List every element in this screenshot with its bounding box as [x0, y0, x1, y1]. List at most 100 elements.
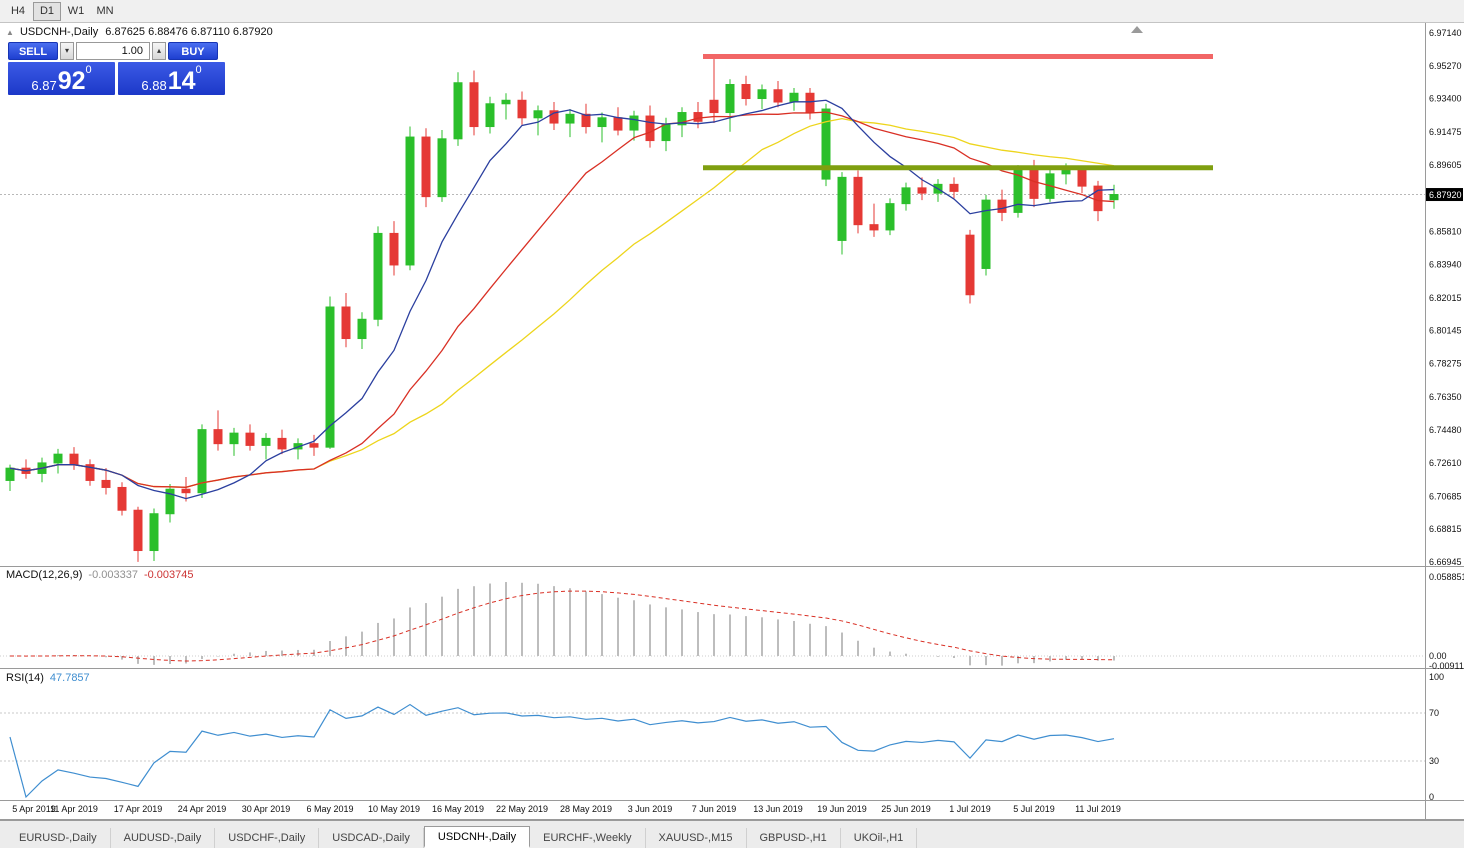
candle-body: [965, 234, 975, 296]
price-axis-label: 6.83940: [1429, 259, 1462, 269]
candle-body: [469, 82, 479, 128]
tab-eurchf-weekly[interactable]: EURCHF-,Weekly: [530, 828, 646, 848]
candle-body: [533, 110, 543, 119]
sell-price-fraction: 0: [85, 64, 92, 76]
candle-body: [645, 115, 655, 142]
candle-body: [869, 224, 879, 231]
chart-ohlc-values: 6.87625 6.88476 6.87110 6.87920: [105, 26, 273, 38]
candle-body: [1029, 169, 1039, 199]
price-axis-label: 6.95270: [1429, 61, 1462, 71]
candle-body: [5, 467, 15, 481]
date-axis-label: 28 May 2019: [560, 804, 612, 814]
candle-body: [613, 117, 623, 131]
macd-axis-label: 0.058851: [1429, 572, 1464, 582]
candle-body: [85, 464, 95, 481]
moving-average-line: [9, 99, 1115, 500]
period-button-h4[interactable]: H4: [10, 4, 26, 17]
one-click-trading-panel: SELL ▾ 1.00 ▴ BUY 6.87 92 0 6.88 14 0: [8, 42, 228, 95]
rsi-axis-label: 0: [1429, 792, 1434, 802]
timeframe-toolbar: H4 D1 W1 MN: [0, 0, 1464, 23]
tab-usdcnh-daily[interactable]: USDCNH-,Daily: [423, 826, 531, 848]
rsi-axis-label: 70: [1429, 708, 1439, 718]
buy-button[interactable]: BUY: [168, 42, 218, 60]
volume-up-button[interactable]: ▴: [152, 42, 166, 60]
macd-signal-value: -0.003745: [143, 569, 194, 581]
candle-body: [181, 488, 191, 494]
candle-body: [357, 318, 367, 340]
tab-usdchf-daily[interactable]: USDCHF-,Daily: [215, 828, 320, 848]
buy-price-box[interactable]: 6.88 14 0: [118, 62, 225, 95]
candle-body: [565, 113, 575, 124]
candle-body: [773, 89, 783, 103]
macd-axis-label: -0.009116: [1429, 661, 1464, 671]
candle-body: [661, 124, 671, 142]
date-axis-label: 22 May 2019: [496, 804, 548, 814]
rsi-value: 47.7857: [49, 672, 90, 684]
date-axis-label: 10 May 2019: [368, 804, 420, 814]
candle-body: [1077, 169, 1087, 187]
tab-eurusd-daily[interactable]: EURUSD-,Daily: [6, 828, 111, 848]
candle-body: [405, 136, 415, 266]
price-axis-label: 6.74480: [1429, 425, 1462, 435]
date-axis-label: 25 Jun 2019: [881, 804, 931, 814]
candle-body: [837, 176, 847, 241]
candle-body: [709, 99, 719, 114]
rsi-line: [9, 703, 1115, 799]
candle-body: [1109, 194, 1119, 201]
sell-button[interactable]: SELL: [8, 42, 58, 60]
date-axis-label: 1 Jul 2019: [949, 804, 991, 814]
date-axis-label: 5 Jul 2019: [1013, 804, 1055, 814]
period-button-w1[interactable]: W1: [67, 4, 85, 17]
volume-down-button[interactable]: ▾: [60, 42, 74, 60]
candle-body: [629, 115, 639, 131]
candle-body: [677, 112, 687, 126]
period-button-mn[interactable]: MN: [96, 4, 114, 17]
date-axis-label: 5 Apr 2019: [12, 804, 56, 814]
candle-body: [341, 306, 351, 340]
candle-body: [213, 429, 223, 445]
sell-price-base: 6.87: [31, 78, 57, 93]
tab-usdcad-daily[interactable]: USDCAD-,Daily: [319, 828, 424, 848]
tab-gbpusd-h1[interactable]: GBPUSD-,H1: [747, 828, 841, 848]
candle-body: [789, 92, 799, 103]
candle-body: [997, 199, 1007, 213]
candle-body: [245, 432, 255, 446]
candle-body: [485, 103, 495, 128]
candle-body: [389, 232, 399, 266]
candle-body: [725, 84, 735, 114]
candle-body: [149, 513, 159, 552]
tab-audusd-daily[interactable]: AUDUSD-,Daily: [111, 828, 216, 848]
candle-body: [917, 187, 927, 194]
symbol-ohlc-line: ▲ USDCNH-,Daily 6.87625 6.88476 6.87110 …: [6, 26, 273, 38]
rsi-name: RSI(14): [6, 672, 44, 684]
price-axis-label: 6.70685: [1429, 491, 1462, 501]
oct-toggle-icon[interactable]: ▲: [6, 28, 14, 37]
candle-body: [549, 110, 559, 124]
date-axis-label: 17 Apr 2019: [114, 804, 163, 814]
tab-xauusd-m15[interactable]: XAUUSD-,M15: [646, 828, 747, 848]
sell-price-box[interactable]: 6.87 92 0: [8, 62, 115, 95]
volume-input[interactable]: 1.00: [76, 42, 150, 60]
price-axis-label: 6.97140: [1429, 28, 1462, 38]
candle-body: [981, 199, 991, 269]
date-axis-label: 19 Jun 2019: [817, 804, 867, 814]
candle-body: [229, 432, 239, 445]
price-axis-label: 6.85810: [1429, 226, 1462, 236]
buy-price-pips: 14: [167, 66, 196, 95]
candle-body: [949, 183, 959, 192]
tab-ukoil-h1[interactable]: UKOil-,H1: [841, 828, 918, 848]
candle-body: [277, 437, 287, 450]
chart-shift-marker-icon: [1131, 26, 1143, 33]
date-axis-label: 6 May 2019: [306, 804, 353, 814]
price-axis-label: 6.80145: [1429, 326, 1462, 336]
macd-name: MACD(12,26,9): [6, 569, 83, 581]
price-axis-label: 6.72610: [1429, 458, 1462, 468]
candle-body: [53, 453, 63, 464]
macd-axis-label: 0.00: [1429, 651, 1447, 661]
period-button-d1[interactable]: D1: [33, 1, 61, 21]
candle-body: [261, 437, 271, 446]
candle-body: [1061, 169, 1071, 175]
price-axis-label: 6.78275: [1429, 359, 1462, 369]
